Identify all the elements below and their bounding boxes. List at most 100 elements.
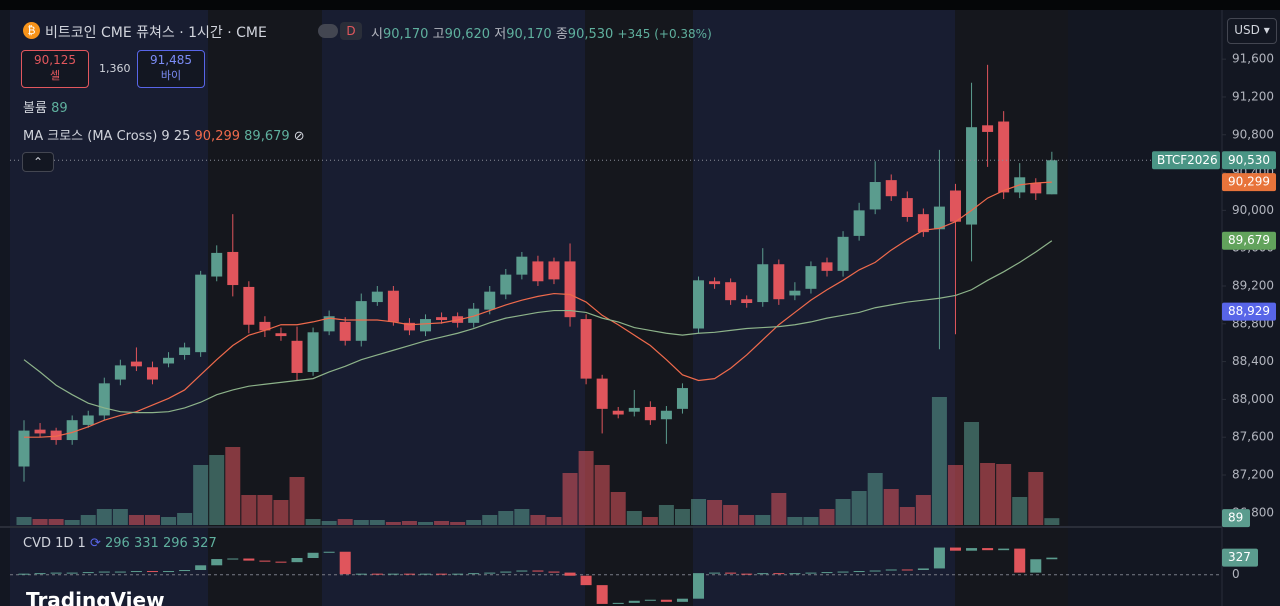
- price-badge: [1222, 548, 1258, 567]
- cvd-bar: [676, 598, 688, 602]
- price-badge-label: 90,299: [1228, 175, 1270, 189]
- legend-name: CVD 1D 1: [23, 536, 86, 551]
- cvd-bar: [34, 573, 46, 575]
- volume-bar: [915, 495, 931, 525]
- volume-bar: [947, 465, 963, 525]
- candle-body: [596, 378, 608, 409]
- volume-bar: [401, 521, 417, 525]
- cvd-bar: [821, 572, 833, 574]
- bitcoin-icon: ₿: [23, 22, 40, 39]
- candle-body: [179, 347, 191, 355]
- candle-body: [516, 256, 528, 275]
- cvd-bar: [179, 570, 191, 572]
- candle-body: [676, 388, 688, 409]
- buy-label: 바이: [160, 69, 182, 82]
- candle-body: [66, 420, 78, 441]
- cvd-bar: [837, 571, 849, 573]
- volume-bar: [482, 515, 498, 525]
- volume-bar: [177, 513, 193, 525]
- ma-legend: MA 크로스 (MA Cross) 9 25 90,299 89,679 ⊘: [23, 125, 305, 144]
- cvd-bar: [580, 575, 592, 586]
- cvd-bar: [725, 572, 737, 574]
- volume-bar: [209, 455, 225, 525]
- volume-bar: [466, 520, 482, 525]
- cvd-bar: [484, 572, 496, 574]
- volume-bar: [707, 500, 723, 525]
- y-tick-label: 90,000: [1232, 203, 1274, 217]
- cvd-bar: [307, 552, 319, 558]
- price-badge-label: 89,679: [1228, 233, 1270, 247]
- volume-bar: [32, 519, 48, 525]
- y-tick-label: 88,000: [1232, 392, 1274, 406]
- legend-value: 90,299: [194, 129, 241, 144]
- volume-bar: [273, 500, 289, 525]
- price-badge: [1222, 231, 1276, 250]
- candle-body: [966, 127, 978, 225]
- volume-bar: [305, 519, 321, 525]
- cvd-bar: [436, 573, 448, 575]
- cvd-bar: [114, 571, 126, 573]
- volume-bar: [674, 509, 690, 525]
- collapse-button[interactable]: ⌃: [22, 152, 54, 172]
- cvd-bar: [789, 573, 801, 575]
- cvd-bar: [50, 572, 62, 574]
- refresh-icon[interactable]: ⟳: [89, 536, 101, 551]
- volume-bar: [418, 522, 433, 525]
- candle-body: [50, 430, 62, 441]
- legend-value: 89: [51, 101, 68, 116]
- candle-body: [371, 291, 383, 303]
- cvd-bar: [339, 551, 351, 575]
- legend-value: 327: [191, 536, 217, 551]
- sell-button[interactable]: 90,125 셀: [21, 50, 89, 88]
- volume-bar: [289, 477, 305, 525]
- volume-bar: [594, 465, 610, 525]
- candle-body: [917, 214, 929, 233]
- candle-body: [1046, 160, 1058, 195]
- candle-body: [163, 357, 175, 364]
- price-badge-label: 327: [1228, 550, 1251, 564]
- cvd-bar: [982, 548, 994, 551]
- legend-value: 331: [133, 536, 159, 551]
- cvd-bar: [195, 565, 207, 570]
- volume-bar: [1044, 518, 1060, 525]
- volume-bar: [964, 422, 980, 525]
- legend-name: 볼륨: [23, 101, 47, 116]
- cvd-bar: [564, 572, 576, 576]
- cvd-legend: CVD 1D 1 ⟳ 296 331 296 327: [23, 536, 217, 551]
- price-badge-label: 89: [1228, 511, 1243, 525]
- ohlc-label: 시: [371, 27, 383, 42]
- logo: TradingView: [26, 588, 165, 606]
- candle-body: [612, 410, 624, 415]
- legend-name: MA 크로스 (MA Cross): [23, 129, 158, 144]
- cvd-bar: [387, 573, 399, 575]
- cvd-bar: [259, 560, 271, 562]
- candle-body: [114, 365, 126, 380]
- cvd-bar: [355, 573, 367, 575]
- cvd-bar: [275, 561, 287, 563]
- candle-body: [901, 198, 913, 217]
- cvd-bar: [966, 548, 978, 551]
- cvd-bar: [596, 585, 608, 604]
- cvd-bar: [933, 547, 945, 569]
- volume-bar: [193, 465, 209, 525]
- candle-body: [307, 332, 319, 372]
- ohlc-value: 90,170: [382, 27, 429, 42]
- buy-button[interactable]: 91,485 바이: [137, 50, 205, 88]
- volume-bar: [337, 519, 353, 525]
- candle-body: [275, 333, 287, 337]
- cvd-bar: [612, 602, 624, 604]
- volume-bar: [353, 520, 369, 525]
- candle-body: [982, 125, 994, 132]
- toggle-icon[interactable]: [318, 24, 338, 38]
- hide-icon[interactable]: ⊘: [293, 129, 305, 144]
- ohlc-value: 90,170: [506, 27, 552, 42]
- cvd-bar: [628, 600, 640, 603]
- symbol-badge-label: BTCF2026: [1157, 153, 1218, 167]
- change: +345 (+0.38%): [617, 27, 712, 41]
- volume-bar: [241, 495, 257, 525]
- volume-bar: [144, 515, 160, 525]
- volume-legend: 볼륨 89: [23, 97, 68, 116]
- volume-bar: [64, 520, 80, 525]
- y-tick-label: 87,600: [1232, 430, 1274, 444]
- currency-button[interactable]: USD ▾: [1227, 18, 1277, 44]
